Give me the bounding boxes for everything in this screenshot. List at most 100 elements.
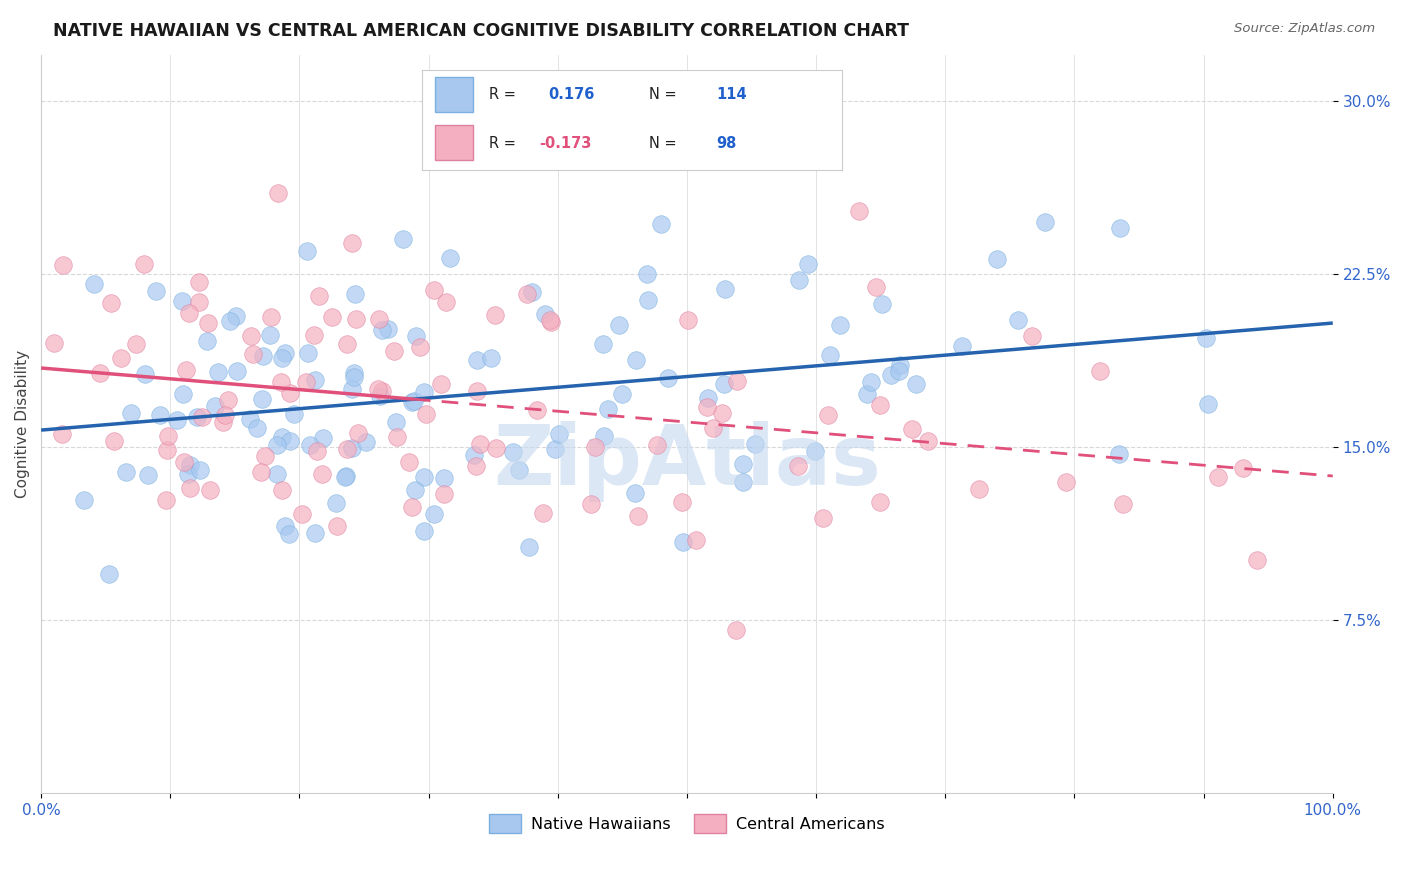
- Point: [172, 293, 194, 308]
- Point: [89, 367, 111, 381]
- Point: [73, 493, 96, 508]
- Point: [392, 232, 415, 246]
- Point: [479, 351, 502, 365]
- Point: [464, 458, 486, 473]
- Point: [321, 310, 343, 325]
- Point: [1007, 313, 1029, 327]
- Point: [786, 459, 808, 474]
- Point: [579, 497, 602, 511]
- Point: [413, 524, 436, 539]
- Point: [1090, 364, 1112, 378]
- Point: [179, 458, 201, 472]
- Point: [212, 415, 235, 429]
- Point: [166, 413, 188, 427]
- Point: [274, 518, 297, 533]
- Point: [950, 338, 973, 352]
- Point: [340, 441, 363, 455]
- Point: [278, 385, 301, 400]
- Point: [725, 374, 748, 388]
- Point: [304, 526, 326, 541]
- Point: [125, 337, 148, 351]
- Point: [439, 251, 461, 265]
- Point: [197, 316, 219, 330]
- Point: [405, 328, 427, 343]
- Point: [401, 500, 423, 514]
- Point: [731, 457, 754, 471]
- Point: [517, 540, 540, 554]
- Point: [415, 407, 437, 421]
- Point: [531, 507, 554, 521]
- Point: [796, 257, 818, 271]
- Point: [398, 455, 420, 469]
- Point: [744, 437, 766, 451]
- Point: [343, 287, 366, 301]
- Point: [1206, 470, 1229, 484]
- Point: [218, 313, 240, 327]
- Point: [204, 399, 226, 413]
- Point: [145, 284, 167, 298]
- Point: [787, 273, 810, 287]
- Point: [155, 493, 177, 508]
- Point: [103, 434, 125, 448]
- Point: [298, 438, 321, 452]
- Point: [533, 307, 555, 321]
- Point: [191, 410, 214, 425]
- Point: [869, 495, 891, 509]
- Point: [433, 487, 456, 501]
- Point: [177, 305, 200, 319]
- Point: [240, 328, 263, 343]
- Point: [540, 315, 562, 329]
- Point: [538, 313, 561, 327]
- Text: NATIVE HAWAIIAN VS CENTRAL AMERICAN COGNITIVE DISABILITY CORRELATION CHART: NATIVE HAWAIIAN VS CENTRAL AMERICAN COGN…: [53, 22, 910, 40]
- Point: [713, 377, 735, 392]
- Y-axis label: Cognitive Disability: Cognitive Disability: [15, 351, 30, 499]
- Point: [516, 287, 538, 301]
- Point: [252, 349, 274, 363]
- Point: [917, 434, 939, 449]
- Point: [270, 429, 292, 443]
- Point: [593, 428, 616, 442]
- Point: [207, 365, 229, 379]
- Point: [636, 267, 658, 281]
- Point: [336, 442, 359, 457]
- Point: [266, 438, 288, 452]
- Point: [186, 410, 208, 425]
- Point: [297, 244, 319, 258]
- Point: [367, 312, 389, 326]
- Point: [830, 318, 852, 333]
- Text: Source: ZipAtlas.com: Source: ZipAtlas.com: [1234, 22, 1375, 36]
- Point: [697, 391, 720, 405]
- Point: [714, 282, 737, 296]
- Point: [253, 449, 276, 463]
- Point: [246, 421, 269, 435]
- Point: [271, 483, 294, 497]
- Point: [250, 465, 273, 479]
- Point: [134, 368, 156, 382]
- Point: [650, 217, 672, 231]
- Point: [342, 236, 364, 251]
- Point: [267, 186, 290, 201]
- Point: [354, 434, 377, 449]
- Point: [422, 284, 444, 298]
- Point: [803, 443, 825, 458]
- Point: [702, 421, 724, 435]
- Point: [266, 467, 288, 481]
- Point: [335, 468, 357, 483]
- Point: [277, 526, 299, 541]
- Point: [547, 427, 569, 442]
- Point: [811, 511, 834, 525]
- Point: [187, 275, 209, 289]
- Point: [274, 346, 297, 360]
- Point: [346, 425, 368, 440]
- Point: [869, 399, 891, 413]
- Point: [270, 375, 292, 389]
- Point: [904, 376, 927, 391]
- Point: [880, 368, 903, 382]
- Point: [371, 323, 394, 337]
- Point: [465, 384, 488, 399]
- Point: [51, 427, 73, 442]
- Point: [195, 334, 218, 349]
- Point: [304, 327, 326, 342]
- Point: [239, 411, 262, 425]
- Point: [901, 422, 924, 436]
